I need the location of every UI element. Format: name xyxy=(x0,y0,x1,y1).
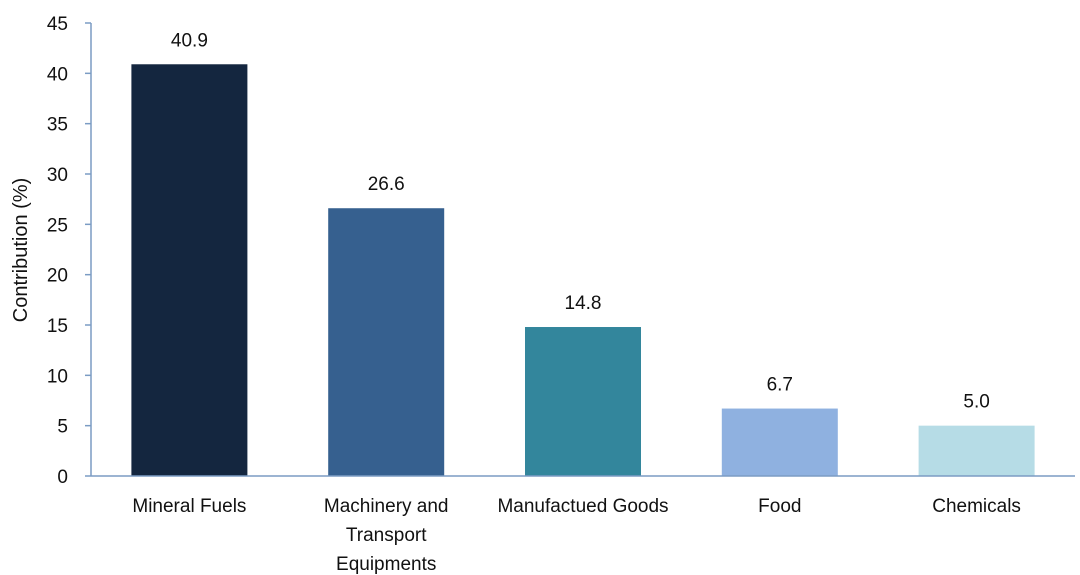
data-label: 26.6 xyxy=(368,174,405,195)
y-tick-label: 15 xyxy=(47,316,68,337)
y-tick-label: 20 xyxy=(47,266,68,287)
data-label: 6.7 xyxy=(767,375,793,396)
y-axis-ticks: 0 5 10 15 20 25 30 35 40 45 xyxy=(47,14,91,488)
data-label: 5.0 xyxy=(963,392,989,413)
y-tick-label: 30 xyxy=(47,165,68,186)
y-tick-label: 40 xyxy=(47,64,68,85)
y-tick-label: 45 xyxy=(47,14,68,35)
data-label: 40.9 xyxy=(171,30,208,51)
x-tick-label: Mineral Fuels xyxy=(132,496,246,517)
data-label: 14.8 xyxy=(565,293,602,314)
bar xyxy=(721,408,838,476)
y-tick-label: 0 xyxy=(57,467,68,488)
y-tick-label: 5 xyxy=(57,417,68,438)
y-tick-label: 25 xyxy=(47,215,68,236)
x-tick-label: Machinery and Transport Equipments xyxy=(324,496,449,575)
category-labels: Mineral Fuels Machinery and Transport Equip… xyxy=(132,496,1021,575)
data-labels: 40.9 26.6 14.8 6.7 5.0 xyxy=(171,30,990,412)
x-tick-label: Food xyxy=(758,496,801,517)
bar xyxy=(525,327,641,476)
y-tick-label: 10 xyxy=(47,366,68,387)
bar xyxy=(328,208,445,476)
bar xyxy=(918,425,1035,476)
bar xyxy=(131,64,248,477)
y-tick-label: 35 xyxy=(47,115,68,136)
x-tick-label: Chemicals xyxy=(932,496,1021,517)
bars xyxy=(131,64,1035,477)
x-tick-label: Manufactued Goods xyxy=(497,496,668,517)
y-axis-title: Contribution (%) xyxy=(10,178,32,323)
